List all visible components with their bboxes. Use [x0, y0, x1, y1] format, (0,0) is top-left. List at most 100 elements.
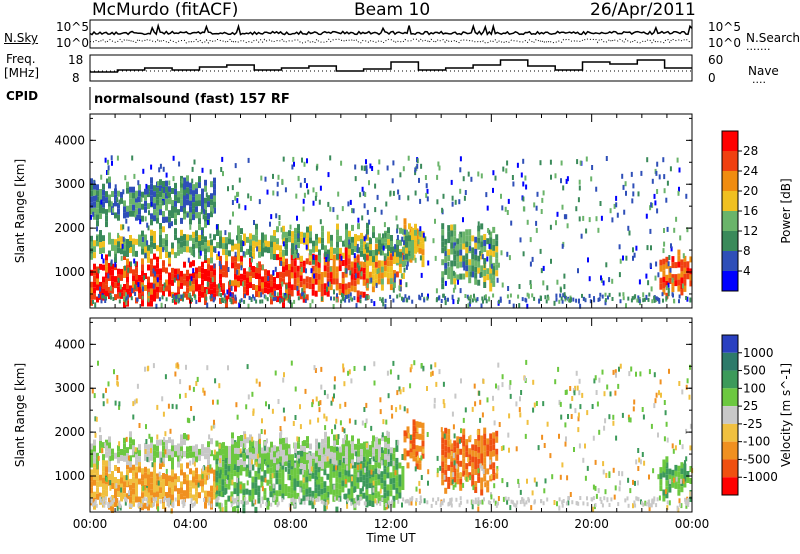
velocity-cell — [421, 452, 425, 459]
velocity-cell — [285, 455, 288, 462]
power-scatter-cell — [632, 191, 635, 197]
velocity-scatter-cell — [507, 432, 510, 438]
velocity-scatter-cell — [335, 465, 338, 471]
power-ground-cell — [396, 294, 399, 299]
power-cell — [171, 212, 174, 218]
velocity-cell — [392, 501, 396, 508]
power-scatter-cell — [638, 279, 641, 285]
power-cell — [126, 258, 129, 265]
power-cell — [204, 197, 207, 204]
velocity-ground-cell — [650, 503, 653, 508]
power-scatter-cell — [341, 206, 344, 212]
velocity-scatter-cell — [370, 425, 373, 431]
velocity-ground-cell — [298, 496, 301, 501]
power-scatter-cell — [92, 211, 95, 217]
velocity-cell — [338, 471, 342, 478]
velocity-cell — [415, 433, 419, 440]
power-ground-cell — [558, 299, 561, 304]
velocity-cell — [383, 474, 387, 481]
power-scatter-cell — [405, 282, 408, 288]
power-ground-cell — [482, 299, 484, 304]
velocity-cell — [251, 500, 255, 507]
power-cell — [389, 266, 393, 273]
velocity-cell — [480, 477, 484, 484]
power-scatter-cell — [618, 244, 621, 250]
power-ground-cell — [563, 294, 566, 299]
power-cell — [249, 270, 252, 277]
velocity-cell — [234, 447, 237, 454]
power-cell — [447, 231, 451, 238]
velocity-cell — [153, 480, 156, 487]
velocity-ground-cell — [346, 498, 349, 503]
velocity-xtick-label: 12:00 — [374, 517, 409, 531]
velocity-scatter-cell — [648, 369, 651, 375]
power-scatter-cell — [222, 171, 224, 177]
velocity-cell — [171, 476, 174, 483]
velocity-scatter-cell — [451, 411, 454, 417]
power-scatter-cell — [375, 282, 378, 288]
power-scatter-cell — [258, 199, 261, 205]
power-cell — [495, 270, 499, 277]
power-cell — [216, 290, 219, 297]
power-cell — [201, 261, 204, 268]
velocity-cell — [198, 454, 201, 461]
velocity-cell — [189, 480, 192, 487]
power-scatter-cell — [95, 195, 98, 201]
velocity-scatter-cell — [618, 366, 620, 372]
power-cell — [159, 268, 162, 275]
velocity-cell — [390, 447, 393, 454]
power-cell — [489, 255, 493, 262]
velocity-scatter-cell — [283, 416, 286, 422]
velocity-scatter-cell — [681, 444, 684, 450]
power-ground-cell — [345, 295, 347, 299]
velocity-cell — [186, 486, 189, 493]
power-cell — [189, 206, 192, 213]
power-cell — [165, 192, 168, 199]
power-ground-cell — [158, 297, 161, 302]
velocity-scatter-cell — [119, 505, 122, 511]
velocity-cell — [332, 465, 336, 472]
power-scatter-cell — [623, 209, 626, 215]
velocity-cell — [117, 457, 120, 464]
velocity-cell — [129, 431, 132, 438]
velocity-scatter-cell — [454, 393, 457, 399]
power-cell — [246, 236, 249, 243]
velocity-scatter-cell — [329, 477, 332, 483]
velocity-scatter-cell — [230, 496, 233, 502]
velocity-cell — [357, 450, 360, 457]
power-cell — [102, 247, 105, 254]
power-scatter-cell — [516, 162, 519, 168]
power-ground-cell — [678, 299, 680, 304]
power-scatter-cell — [663, 228, 665, 233]
power-cell — [291, 237, 294, 244]
velocity-cell — [327, 436, 330, 443]
power-cell — [353, 262, 357, 269]
velocity-cell — [102, 483, 105, 490]
power-scatter-cell — [595, 216, 598, 222]
power-scatter-cell — [130, 261, 132, 267]
velocity-ground-cell — [687, 503, 690, 507]
velocity-cell — [111, 448, 114, 455]
power-cell — [102, 241, 105, 248]
velocity-scatter-cell — [174, 371, 177, 377]
power-ground-cell — [381, 298, 383, 303]
power-scatter-cell — [337, 191, 340, 197]
velocity-cell — [462, 470, 466, 477]
power-cell — [365, 242, 369, 249]
power-cell — [138, 190, 141, 197]
velocity-scatter-cell — [520, 390, 523, 395]
velocity-cell — [462, 458, 466, 465]
power-cell — [450, 266, 454, 273]
velocity-scatter-cell — [102, 393, 105, 399]
velocity-ground-cell — [409, 497, 412, 502]
power-cell — [111, 269, 114, 276]
power-ground-cell — [499, 298, 502, 303]
power-cell — [252, 284, 255, 290]
velocity-cell — [249, 440, 252, 447]
power-scatter-cell — [154, 271, 156, 277]
power-cell — [186, 275, 189, 282]
power-cell — [105, 209, 108, 216]
power-cell — [665, 274, 669, 281]
power-scatter-cell — [686, 296, 689, 302]
power-cell — [389, 272, 393, 279]
